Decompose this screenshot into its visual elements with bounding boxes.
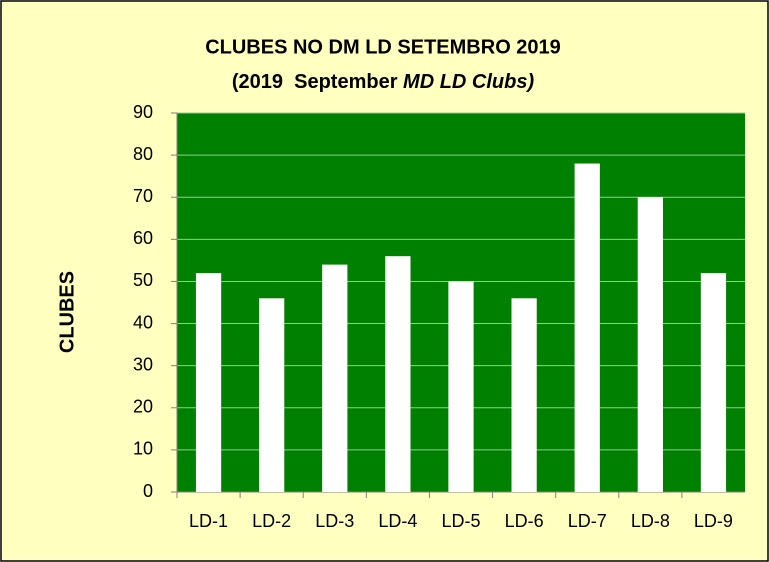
x-tick-label: LD-5 [441,511,480,531]
bar [574,163,600,493]
y-tick-label: 80 [133,144,153,164]
y-tick-label: 70 [133,186,153,206]
x-tick-label: LD-7 [568,511,607,531]
subtitle-part: (2019 September [232,71,403,93]
bar [195,273,222,492]
subtitle-part: MD LD Clubs) [403,71,534,93]
x-tick-label: LD-4 [378,511,417,531]
x-tick-label: LD-3 [315,511,354,531]
bar [385,256,411,492]
x-tick-label: LD-8 [631,511,670,531]
bar [637,197,663,492]
bar [511,298,537,492]
y-tick-label: 10 [133,439,153,459]
y-tick-label: 0 [143,481,153,501]
x-tick-label: LD-2 [252,511,291,531]
y-tick-label: 30 [133,354,153,374]
bar [448,281,474,492]
bar [700,273,727,492]
y-tick-label: 50 [133,270,153,290]
y-tick-label: 60 [133,228,153,248]
bar [259,298,285,492]
x-tick-label: LD-1 [189,511,228,531]
x-tick-label: LD-9 [694,511,733,531]
y-tick-label: 90 [133,102,153,122]
y-axis-label: CLUBES [56,271,78,353]
x-tick-label: LD-6 [505,511,544,531]
y-tick-label: 40 [133,312,153,332]
chart-title: CLUBES NO DM LD SETEMBRO 2019 [205,36,561,58]
y-tick-label: 20 [133,397,153,417]
bar [322,264,348,492]
chart-subtitle: (2019 September MD LD Clubs) [232,71,535,93]
